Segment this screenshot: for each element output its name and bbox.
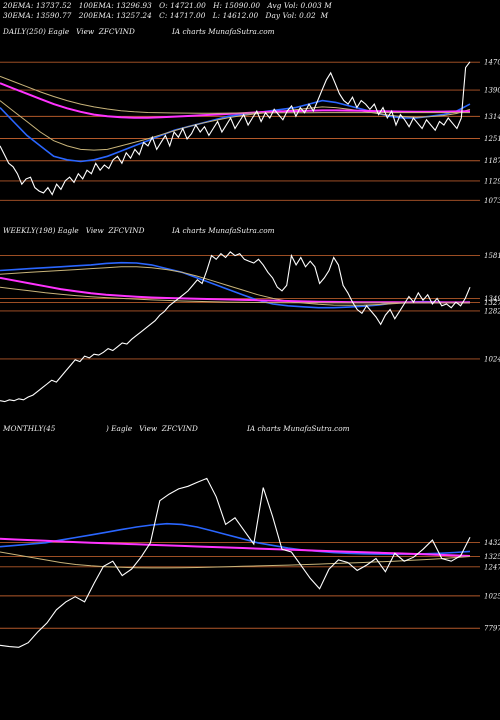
weekly-y-tick: 13493 xyxy=(484,295,500,303)
daily-20ema-line xyxy=(0,99,471,163)
weekly-panel-source: IA charts MunafaSutra.com xyxy=(172,226,275,235)
header-line-2: 30EMA: 13590.77 200EMA: 13257.24 C: 1471… xyxy=(3,11,329,20)
monthly-panel-label: MONTHLY(45 xyxy=(3,424,56,433)
daily-y-tick: 11873 xyxy=(484,157,500,165)
daily-price-line xyxy=(0,61,471,196)
monthly-price-line xyxy=(0,477,471,648)
weekly-y-tick: 10247 xyxy=(484,355,500,363)
monthly-y-tick: 14327 xyxy=(484,539,500,547)
daily-y-tick: 12512 xyxy=(484,135,500,143)
weekly-price-line xyxy=(0,251,471,403)
daily-y-tick: 11292 xyxy=(484,177,500,185)
monthly-200ema-line xyxy=(0,551,471,569)
weekly-200ema-line xyxy=(0,286,470,304)
daily-y-tick: 13905 xyxy=(484,87,500,95)
daily-200ema-line xyxy=(0,75,470,114)
monthly-y-tick: 7797 xyxy=(484,625,500,633)
weekly-100ema-line xyxy=(0,276,470,304)
monthly-100ema-line xyxy=(0,537,471,557)
monthly-y-tick: 10259 xyxy=(484,592,500,600)
monthly-panel-label-2: ) Eagle View ZFCVIND xyxy=(106,424,198,433)
daily-30ema-line xyxy=(0,100,471,151)
daily-y-tick: 14704 xyxy=(484,59,500,67)
daily-y-tick: 13148 xyxy=(484,113,500,121)
monthly-y-tick: 12470 xyxy=(484,563,500,571)
weekly-panel-label: WEEKLY(198) Eagle View ZFCVIND xyxy=(3,226,145,235)
monthly-20ema-line xyxy=(0,522,471,556)
monthly-panel-source: IA charts MunafaSutra.com xyxy=(247,424,350,433)
daily-panel-label: DAILY(250) Eagle View ZFCVIND xyxy=(3,27,135,36)
weekly-y-tick: 13276 xyxy=(484,299,500,307)
weekly-y-tick: 15810 xyxy=(484,252,500,260)
daily-panel-source: IA charts MunafaSutra.com xyxy=(172,27,275,36)
header-line-1: 20EMA: 13737.52 100EMA: 13296.93 O: 1472… xyxy=(3,1,332,10)
weekly-30ema-line xyxy=(0,266,471,306)
daily-y-tick: 10736 xyxy=(484,197,500,205)
weekly-y-tick: 12823 xyxy=(484,307,500,315)
monthly-y-tick: 13250 xyxy=(484,553,500,561)
